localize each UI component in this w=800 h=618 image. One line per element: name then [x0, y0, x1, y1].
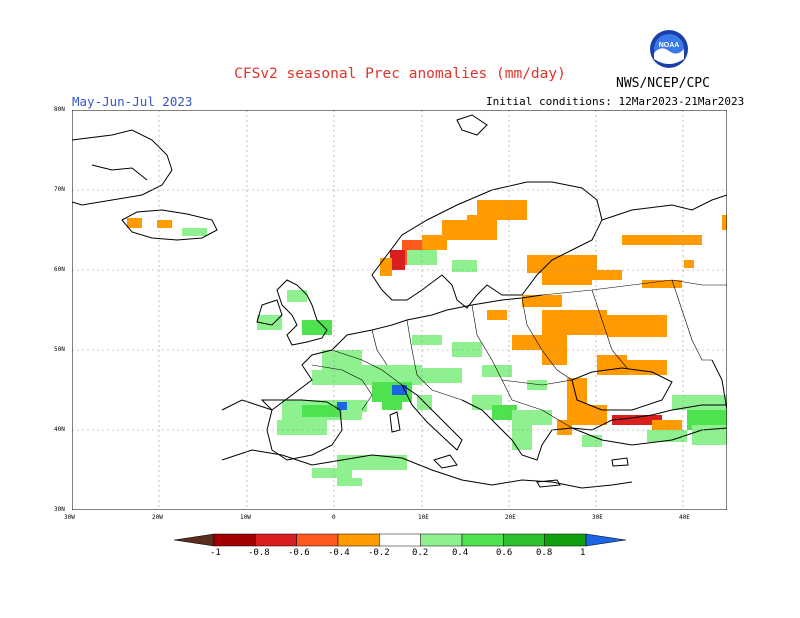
country-borders	[311, 279, 727, 429]
colorbar-label: -0.2	[368, 548, 390, 558]
colorbar-label: 0.6	[496, 548, 513, 558]
colorbar-cell	[585, 533, 626, 547]
lon-label-40e: 40E	[679, 514, 690, 521]
lat-label-60n: 60N	[54, 266, 65, 273]
precip-anomaly-map	[72, 110, 727, 510]
colorbar-label: -0.4	[328, 548, 350, 558]
lon-label-30e: 30E	[592, 514, 603, 521]
lat-label-80n: 80N	[54, 106, 65, 113]
coastlines	[72, 114, 727, 489]
anomaly-cells	[127, 200, 727, 486]
map-title: CFSv2 seasonal Prec anomalies (mm/day)	[234, 66, 566, 82]
lon-label-20e: 20E	[505, 514, 516, 521]
colorbar-label: 1	[580, 548, 586, 558]
gridlines	[72, 110, 727, 510]
colorbar-cell	[337, 533, 380, 547]
colorbar-cell	[255, 533, 297, 547]
noaa-logo-icon: NOAA	[650, 30, 688, 68]
agency-label: NWS/NCEP/CPC	[616, 76, 710, 91]
colorbar-label: -0.6	[288, 548, 310, 558]
initial-conditions-label: Initial conditions: 12Mar2023-21Mar2023	[486, 95, 745, 108]
lat-label-40n: 40N	[54, 426, 65, 433]
colorbar-label: 0.4	[452, 548, 469, 558]
lat-label-70n: 70N	[54, 186, 65, 193]
colorbar-cell	[213, 533, 256, 547]
colorbar-cell	[420, 533, 463, 547]
lon-label-30w: 30W	[64, 514, 75, 521]
colorbar-label: 0.2	[412, 548, 429, 558]
colorbar	[174, 533, 626, 547]
colorbar-cell	[379, 533, 421, 547]
lon-label-10e: 10E	[418, 514, 429, 521]
lon-label-20w: 20W	[152, 514, 163, 521]
colorbar-label: -1	[210, 548, 221, 558]
season-label: May-Jun-Jul 2023	[72, 94, 193, 109]
svg-text:NOAA: NOAA	[659, 42, 680, 49]
colorbar-cell	[461, 533, 504, 547]
lon-label-0: 0	[332, 514, 336, 521]
colorbar-cell	[503, 533, 545, 547]
colorbar-cell	[296, 533, 339, 547]
colorbar-label: 0.8	[536, 548, 553, 558]
lat-label-30n: 30N	[54, 506, 65, 513]
colorbar-cell	[544, 533, 587, 547]
lon-label-10w: 10W	[240, 514, 251, 521]
colorbar-cell	[174, 533, 215, 547]
colorbar-label: -0.8	[248, 548, 270, 558]
lat-label-50n: 50N	[54, 346, 65, 353]
